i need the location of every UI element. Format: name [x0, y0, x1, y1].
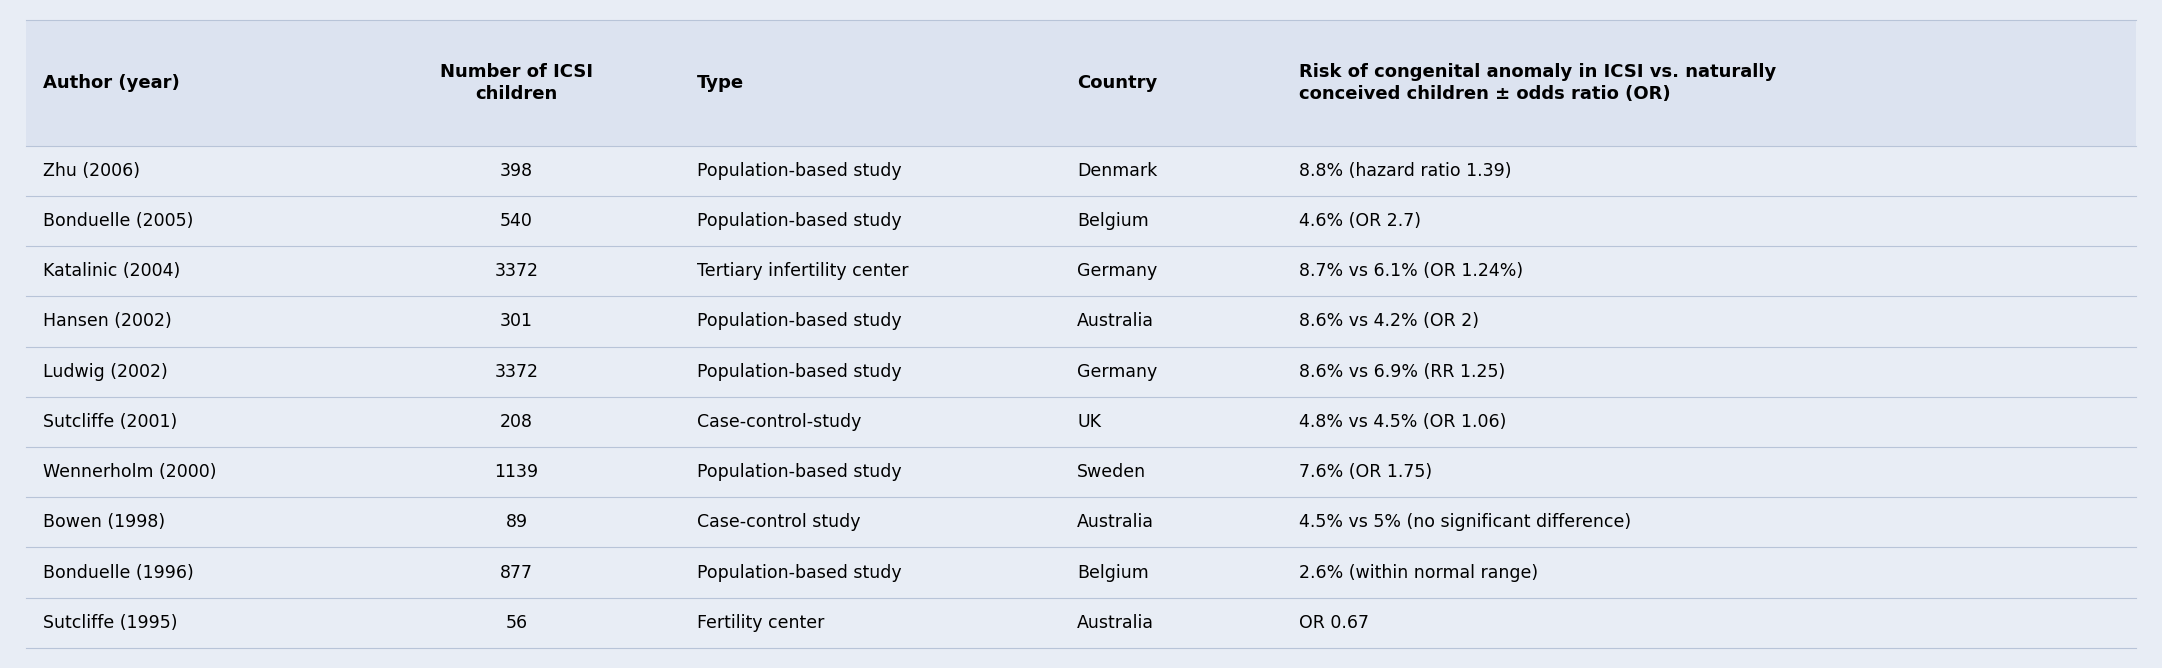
Text: Case-control-study: Case-control-study [698, 413, 863, 431]
Text: Bowen (1998): Bowen (1998) [43, 514, 164, 531]
Text: Sweden: Sweden [1077, 463, 1146, 481]
Text: Australia: Australia [1077, 514, 1155, 531]
Text: Population-based study: Population-based study [698, 162, 902, 180]
Text: Fertility center: Fertility center [698, 614, 824, 632]
Text: UK: UK [1077, 413, 1100, 431]
Text: 56: 56 [506, 614, 528, 632]
Text: 301: 301 [499, 313, 534, 331]
Text: 540: 540 [499, 212, 534, 230]
Text: Type: Type [698, 74, 744, 92]
Text: Sutcliffe (1995): Sutcliffe (1995) [43, 614, 177, 632]
Text: 8.6% vs 4.2% (OR 2): 8.6% vs 4.2% (OR 2) [1299, 313, 1479, 331]
Text: Case-control study: Case-control study [698, 514, 860, 531]
Text: 8.8% (hazard ratio 1.39): 8.8% (hazard ratio 1.39) [1299, 162, 1511, 180]
Text: 208: 208 [499, 413, 534, 431]
Text: 4.5% vs 5% (no significant difference): 4.5% vs 5% (no significant difference) [1299, 514, 1630, 531]
Text: Sutcliffe (2001): Sutcliffe (2001) [43, 413, 177, 431]
Text: Population-based study: Population-based study [698, 363, 902, 381]
Text: Bonduelle (2005): Bonduelle (2005) [43, 212, 195, 230]
Text: Bonduelle (1996): Bonduelle (1996) [43, 564, 195, 582]
Text: Population-based study: Population-based study [698, 564, 902, 582]
Text: 3372: 3372 [495, 263, 538, 280]
Text: 2.6% (within normal range): 2.6% (within normal range) [1299, 564, 1537, 582]
Text: 398: 398 [499, 162, 534, 180]
Text: Zhu (2006): Zhu (2006) [43, 162, 141, 180]
Text: OR 0.67: OR 0.67 [1299, 614, 1369, 632]
Text: Population-based study: Population-based study [698, 313, 902, 331]
Text: 4.6% (OR 2.7): 4.6% (OR 2.7) [1299, 212, 1420, 230]
Text: 1139: 1139 [495, 463, 538, 481]
Text: Country: Country [1077, 74, 1157, 92]
Text: Author (year): Author (year) [43, 74, 179, 92]
Text: Number of ICSI
children: Number of ICSI children [441, 63, 592, 103]
Text: Katalinic (2004): Katalinic (2004) [43, 263, 179, 280]
Text: Denmark: Denmark [1077, 162, 1157, 180]
Text: Tertiary infertility center: Tertiary infertility center [698, 263, 908, 280]
Text: Australia: Australia [1077, 614, 1155, 632]
Text: Wennerholm (2000): Wennerholm (2000) [43, 463, 216, 481]
Text: 877: 877 [499, 564, 534, 582]
Text: Germany: Germany [1077, 263, 1157, 280]
Text: Belgium: Belgium [1077, 564, 1148, 582]
Text: Population-based study: Population-based study [698, 212, 902, 230]
Text: Ludwig (2002): Ludwig (2002) [43, 363, 169, 381]
Text: Risk of congenital anomaly in ICSI vs. naturally
conceived children ± odds ratio: Risk of congenital anomaly in ICSI vs. n… [1299, 63, 1775, 103]
Text: 8.6% vs 6.9% (RR 1.25): 8.6% vs 6.9% (RR 1.25) [1299, 363, 1505, 381]
Text: Australia: Australia [1077, 313, 1155, 331]
Text: Hansen (2002): Hansen (2002) [43, 313, 173, 331]
Bar [26, 20, 2136, 146]
Text: Germany: Germany [1077, 363, 1157, 381]
Text: Population-based study: Population-based study [698, 463, 902, 481]
Text: Belgium: Belgium [1077, 212, 1148, 230]
Text: 8.7% vs 6.1% (OR 1.24%): 8.7% vs 6.1% (OR 1.24%) [1299, 263, 1522, 280]
Text: 3372: 3372 [495, 363, 538, 381]
Text: 89: 89 [506, 514, 528, 531]
Text: 7.6% (OR 1.75): 7.6% (OR 1.75) [1299, 463, 1431, 481]
Text: 4.8% vs 4.5% (OR 1.06): 4.8% vs 4.5% (OR 1.06) [1299, 413, 1507, 431]
